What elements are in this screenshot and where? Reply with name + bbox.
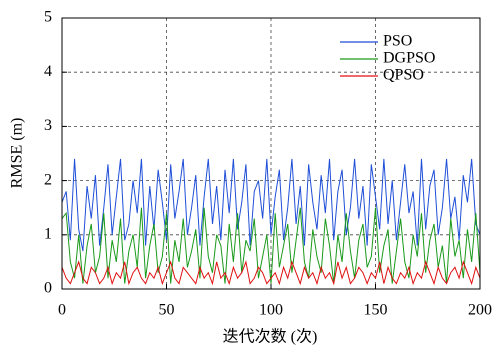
y-tick-label: 5 [44,9,52,26]
x-tick-label: 0 [58,302,66,319]
series-line [61,207,481,284]
x-tick-label: 150 [364,302,388,319]
legend-label: DGPSO [383,50,435,67]
y-tick-label: 0 [44,280,52,297]
x-tick-label: 200 [468,302,492,319]
legend-label: PSO [383,33,412,50]
y-tick-label: 3 [44,117,52,134]
y-tick-label: 2 [44,171,52,188]
legend-label: QPSO [383,67,424,84]
x-axis-label: 迭代次数 (次) [223,328,318,346]
plot-frame [61,17,481,290]
y-axis-label: RMSE (m) [9,118,26,189]
x-tick-label: 100 [259,302,283,319]
series-line [61,260,481,286]
y-tick-label: 4 [44,63,52,80]
y-tick-label: 1 [44,225,52,242]
series-line [61,158,481,252]
x-tick-label: 50 [159,302,175,319]
